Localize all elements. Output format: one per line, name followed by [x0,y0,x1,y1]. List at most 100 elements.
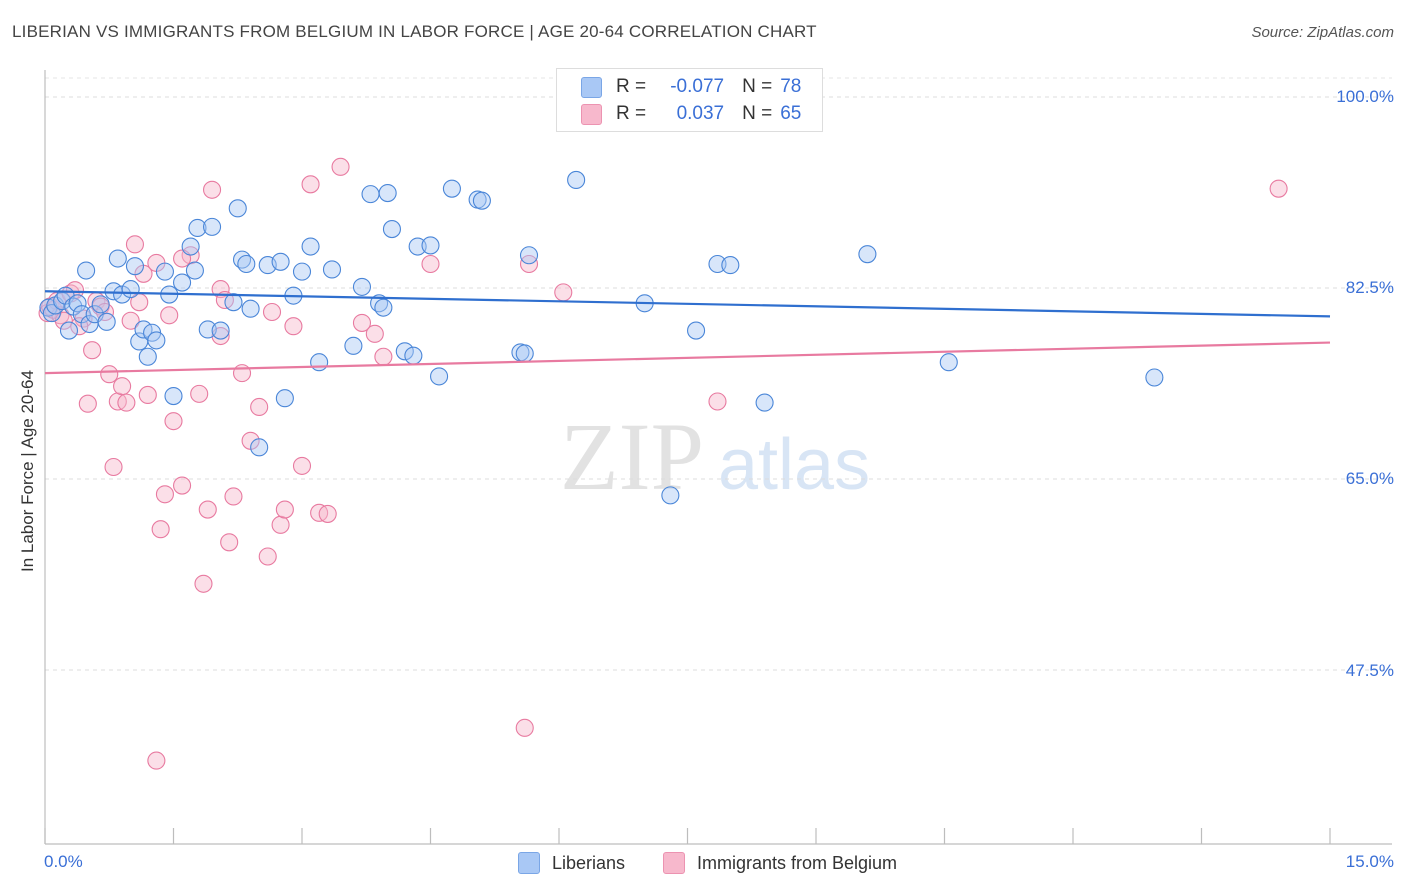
belgium-point [78,394,97,413]
belgium-point [365,324,384,343]
axes [44,70,1392,845]
liberian-point [188,218,207,238]
liberian-point [382,220,402,239]
belgium-point [100,365,119,384]
liberians-trend-line [44,290,1331,318]
belgium-point [190,384,209,403]
liberian-point [203,217,222,236]
legend-n-value: 65 [780,103,802,124]
legend-r-label: R = [616,103,647,124]
liberians-points [39,170,1164,505]
belgium-point [374,347,393,366]
belgium-point [113,377,132,396]
liberian-point [271,252,290,271]
belgium-point [138,385,157,405]
liberian-point [224,293,243,312]
liberian-point [147,331,166,350]
liberian-point [687,321,706,340]
liberian-point [755,393,774,412]
legend-r-value: 0.037 [676,103,725,124]
liberian-point [361,185,380,204]
liberian-point [68,294,87,313]
belgium-point [232,364,252,383]
belgium-point [194,574,213,593]
correlation-legend: R = -0.077 N = 78 R = 0.037 N = 65 [556,68,823,132]
liberian-point [185,261,204,280]
liberian-point [97,312,116,331]
liberian-point [108,249,127,268]
liberian-point [77,261,96,280]
belgium-point [160,306,179,325]
watermark-atlas: atlas [718,425,870,505]
liberian-point [241,299,260,318]
belgium-point [211,280,230,299]
liberian-point [181,237,200,256]
belgium-point [83,341,102,360]
liberian-point [472,191,491,210]
belgium-point [164,412,183,431]
legend-r-value: -0.077 [670,76,725,97]
belgium-point [708,392,727,411]
belgium-point [125,235,144,254]
y-tick-82-5: 82.5% [1345,278,1394,297]
liberian-point [721,256,740,275]
liberian-point [519,246,539,265]
legend-swatch-liberians [581,76,602,98]
belgium-point [284,317,303,336]
y-tick-65: 65.0% [1345,469,1394,488]
liberian-point [125,257,144,276]
legend-n-label: N = [742,76,773,97]
liberian-point [344,336,363,355]
belgium-point [147,751,166,770]
liberian-point [292,262,312,281]
belgium-point [117,393,136,412]
belgium-point [250,397,269,417]
legend-r-label: R = [616,76,647,97]
liberian-point [301,237,320,256]
liberian-point [378,183,397,203]
liberian-point [408,237,427,256]
liberian-point [404,346,423,365]
liberian-point [708,254,727,274]
x-tick-max: 15.0% [1345,852,1394,871]
liberian-point [395,342,414,361]
liberian-point [442,179,461,198]
belgium-point [554,283,573,302]
belgium-point [155,485,174,504]
liberian-point [310,353,329,372]
x-tick-min: 0.0% [44,852,83,871]
legend-item-liberians[interactable]: Liberians [518,852,625,874]
liberian-point [322,260,342,279]
trend-lines [44,290,1331,375]
legend-row-liberians: R = -0.077 N = 78 [581,75,801,99]
belgium-point [275,500,294,519]
belgium-point [318,504,337,523]
liberian-point [250,438,269,457]
belgium-point [352,313,372,332]
legend-row-belgium: R = 0.037 N = 65 [581,102,801,126]
watermark-zip: ZIP [560,403,704,510]
belgium-point [1269,179,1288,198]
liberian-point [275,389,294,408]
belgium-point [515,718,534,737]
liberian-point [661,486,680,505]
legend-label-belgium: Immigrants from Belgium [697,852,898,873]
belgium-point [151,520,170,539]
liberian-point [237,254,256,274]
liberian-point [198,320,217,339]
liberian-point [91,295,110,314]
belgium-point [198,500,217,519]
belgium-point [292,456,312,475]
belgium-point [104,457,123,477]
liberian-point [374,298,393,317]
belgium-point [301,175,320,194]
belgium-point [203,180,222,199]
belgium-point [121,311,140,330]
liberian-point [421,236,440,255]
legend-item-belgium[interactable]: Immigrants from Belgium [663,852,897,874]
liberian-point [173,273,192,292]
source-label: Source: ZipAtlas.com [1251,24,1394,41]
y-axis-label-wrap: In Labor Force | Age 20-64 [18,370,42,812]
belgium-point [271,515,290,534]
